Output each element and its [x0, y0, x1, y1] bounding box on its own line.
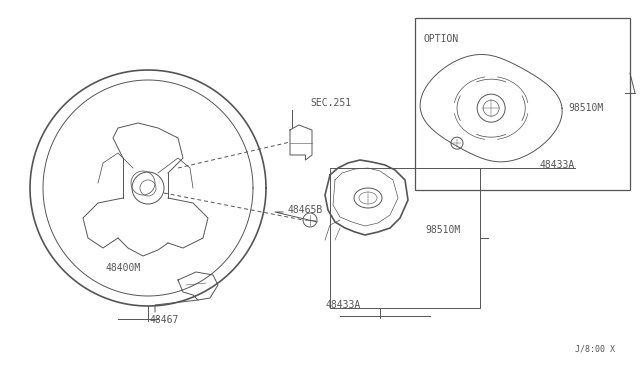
Text: SEC.251: SEC.251: [310, 98, 351, 108]
Bar: [415, 18, 630, 190]
Text: 48465B: 48465B: [288, 205, 323, 215]
Text: 98510M: 98510M: [568, 103, 604, 113]
Text: 48433A: 48433A: [540, 160, 575, 170]
Text: OPTION: OPTION: [423, 34, 458, 44]
Text: 98510M: 98510M: [425, 225, 460, 235]
Bar: [330, 168, 480, 308]
Text: 48467: 48467: [150, 315, 179, 325]
Text: J/8:00 X: J/8:00 X: [575, 345, 615, 354]
Text: 48433A: 48433A: [325, 300, 360, 310]
Text: 48400M: 48400M: [105, 263, 140, 273]
